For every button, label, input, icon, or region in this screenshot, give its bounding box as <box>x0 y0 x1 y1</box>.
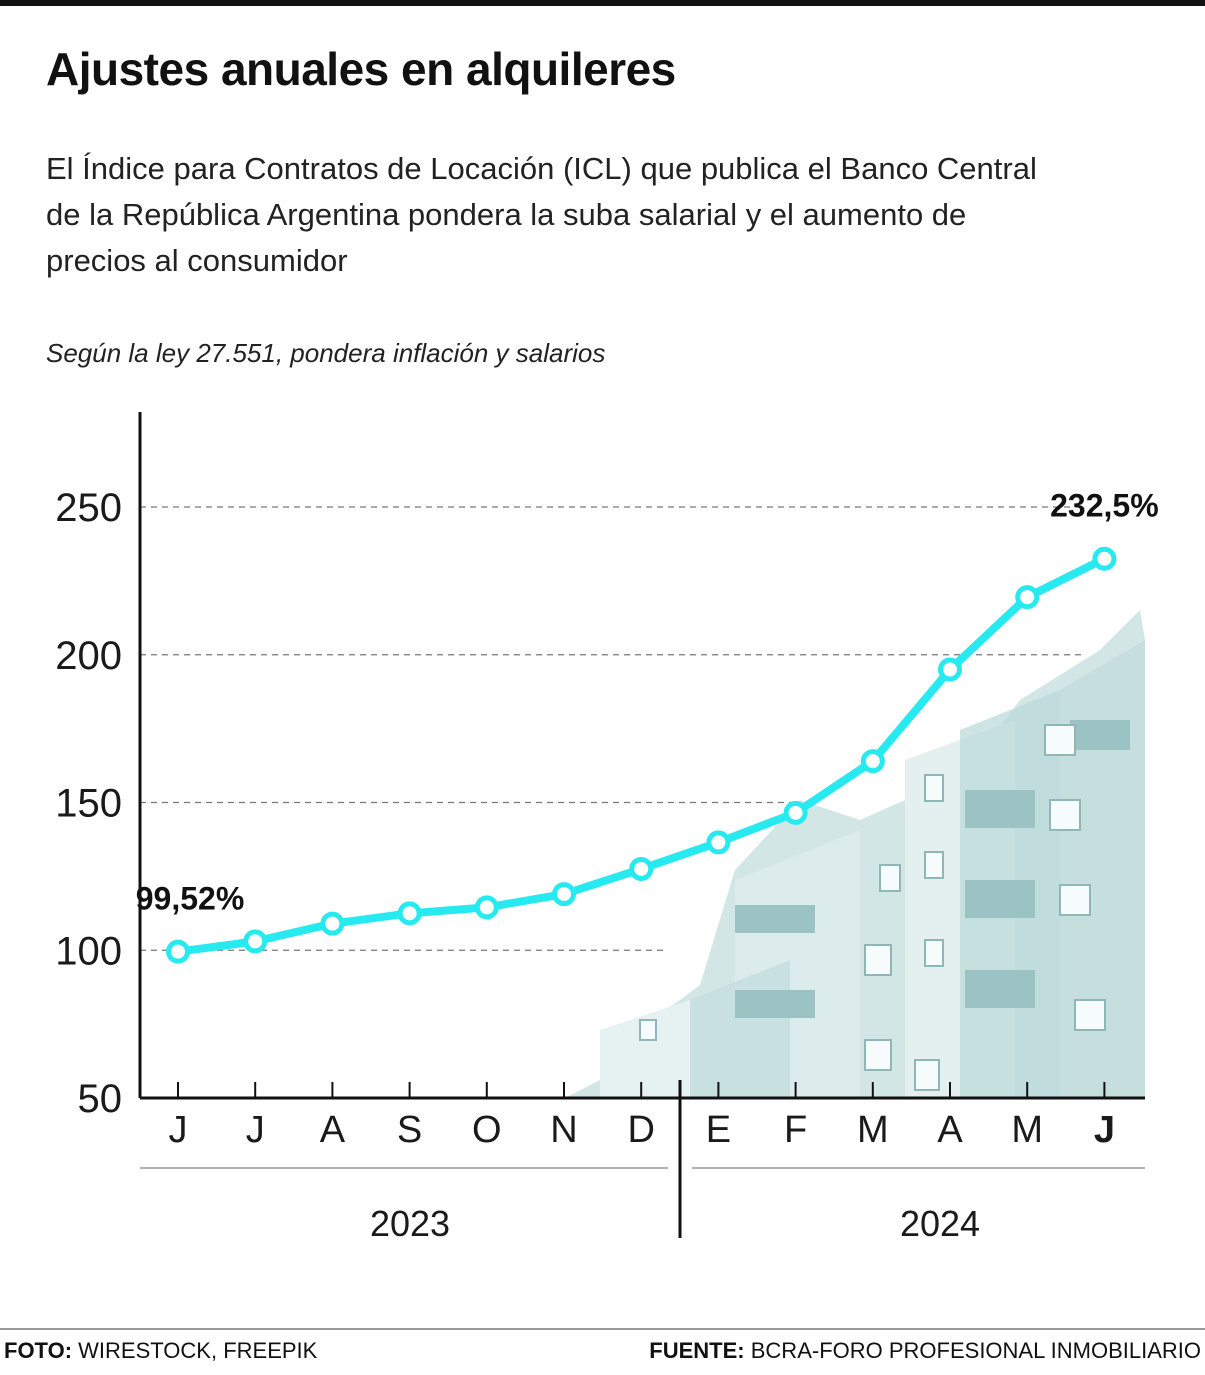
y-tick-label: 100 <box>55 929 122 973</box>
x-tick-label: M <box>857 1109 889 1151</box>
photo-credit-value: WIRESTOCK, FREEPIK <box>78 1338 318 1363</box>
footer-rule <box>0 1328 1205 1330</box>
data-label: 232,5% <box>1050 488 1159 524</box>
x-tick-label: N <box>550 1109 577 1151</box>
source-credit-label: FUENTE: <box>649 1338 745 1363</box>
data-point <box>474 895 499 920</box>
x-tick-label: E <box>706 1109 731 1151</box>
data-point <box>1092 546 1117 571</box>
x-tick-label: F <box>784 1109 807 1151</box>
data-point <box>938 657 962 682</box>
year-label-2023: 2023 <box>370 1203 450 1244</box>
data-point <box>320 911 345 936</box>
data-point <box>397 901 422 926</box>
year-label-2024: 2024 <box>900 1203 980 1244</box>
top-rule <box>0 0 1205 6</box>
chart-subtitle: El Índice para Contratos de Locación (IC… <box>46 151 1037 278</box>
y-tick-label: 200 <box>55 634 122 678</box>
chart-title: Ajustes anuales en alquileres <box>46 43 676 95</box>
data-point <box>706 830 731 855</box>
data-point <box>629 856 654 881</box>
data-point <box>166 939 190 964</box>
x-tick-label: A <box>320 1109 346 1151</box>
photo-credit-label: FOTO: <box>4 1338 73 1363</box>
data-point <box>1015 585 1040 610</box>
x-tick-label: J <box>169 1109 188 1151</box>
x-tick-label: S <box>397 1109 422 1151</box>
data-label: 99,52% <box>136 881 245 917</box>
data-point <box>860 749 885 774</box>
data-point <box>783 800 808 825</box>
photo-credit: FOTO: WIRESTOCK, FREEPIK <box>4 1338 317 1364</box>
data-point <box>243 929 268 954</box>
source-credit-value: BCRA-FORO PROFESIONAL INMOBILIARIO <box>750 1338 1201 1363</box>
y-tick-label: 250 <box>55 486 122 530</box>
x-tick-label: J <box>1094 1109 1115 1151</box>
line-chart: 50 100 150 200 250 J J A S O N D E F M A M J 2023 2024 99,52… <box>55 412 1159 1244</box>
x-tick-label: A <box>937 1109 963 1151</box>
data-point <box>552 882 576 907</box>
x-tick-label: M <box>1011 1109 1043 1151</box>
x-tick-label: O <box>472 1109 502 1151</box>
y-tick-label: 50 <box>78 1077 123 1121</box>
x-tick-label: D <box>627 1109 654 1151</box>
source-credit: FUENTE: BCRA-FORO PROFESIONAL INMOBILIAR… <box>649 1338 1201 1364</box>
x-tick-label: J <box>246 1109 265 1151</box>
chart-note: Según la ley 27.551, pondera inflación y… <box>46 338 606 368</box>
building-photo <box>565 610 1145 1098</box>
y-tick-label: 150 <box>55 782 122 826</box>
